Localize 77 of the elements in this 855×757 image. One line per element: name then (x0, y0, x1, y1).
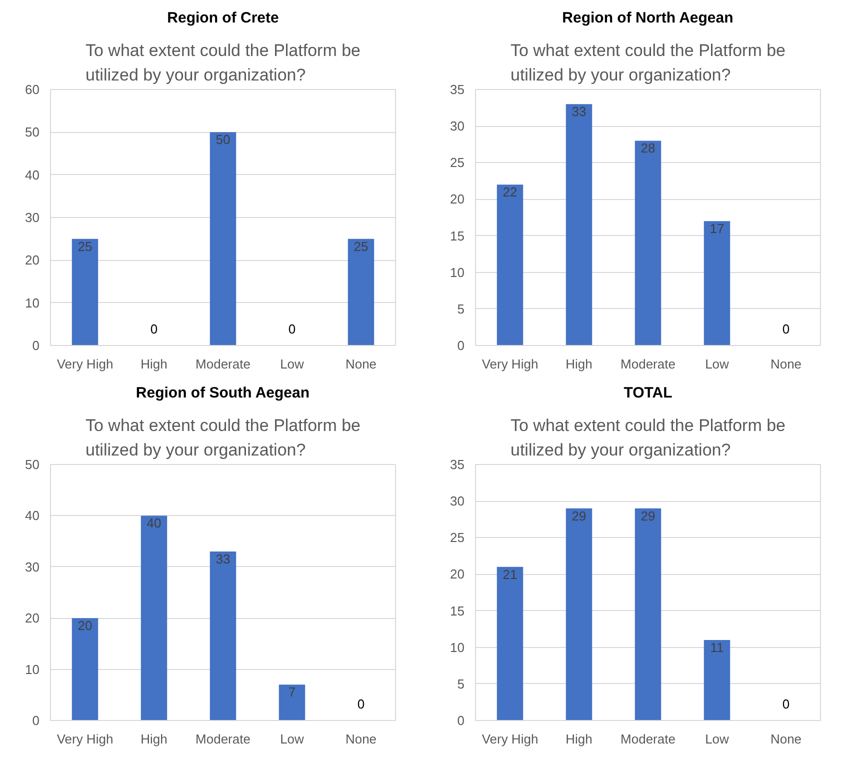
data-label: 33 (216, 552, 230, 567)
data-label: 0 (288, 322, 296, 336)
data-label: 29 (572, 508, 586, 524)
y-tick-label: 0 (457, 713, 465, 728)
y-tick-label: 0 (32, 713, 40, 728)
y-tick-label: 30 (25, 559, 40, 574)
y-tick-label: 20 (25, 610, 40, 626)
data-label: 0 (782, 696, 790, 712)
y-tick-label: 5 (457, 301, 465, 316)
data-label: 40 (146, 516, 162, 531)
data-label: 21 (502, 566, 518, 582)
x-tick-label: High (140, 356, 168, 372)
x-tick-label: Very High (482, 356, 538, 372)
chart-title: TOTAL (624, 384, 672, 402)
data-label: 20 (78, 618, 92, 634)
y-tick-label: 15 (450, 228, 465, 244)
y-tick-label: 10 (450, 640, 465, 655)
x-tick-label: Moderate (620, 732, 676, 746)
chart-title: Region of South Aegean (136, 384, 310, 402)
y-tick-label: 25 (450, 530, 465, 546)
x-tick-label: Low (705, 356, 730, 372)
y-tick-label: 5 (457, 676, 465, 692)
data-label: 7 (288, 684, 296, 700)
chart-subtitle: To what extent could the Platform be utilized by your organization? (510, 40, 786, 84)
y-tick-label: 0 (32, 338, 40, 353)
y-tick-label: 35 (450, 457, 465, 472)
y-tick-label: 50 (25, 124, 40, 140)
x-tick-label: Low (705, 732, 730, 746)
data-label: 0 (782, 322, 790, 336)
chart-title: Region of North Aegean (562, 10, 734, 26)
chart-subtitle: To what extent could the Platform be utilized by your organization? (86, 40, 361, 84)
x-tick-label: None (345, 356, 377, 372)
x-tick-label: High (566, 356, 592, 372)
data-label: 25 (354, 238, 368, 254)
y-tick-label: 50 (25, 457, 40, 472)
y-tick-label: 20 (450, 192, 465, 207)
data-label: 22 (502, 184, 518, 200)
data-label: 17 (710, 221, 724, 236)
y-tick-label: 60 (25, 82, 40, 97)
y-tick-label: 10 (25, 662, 40, 677)
y-tick-label: 40 (25, 508, 40, 524)
y-tick-label: 20 (25, 252, 40, 268)
chart-title: Region of Crete (167, 10, 279, 26)
y-tick-label: 30 (450, 494, 465, 509)
chart-subtitle: To what extent could the Platform be utilized by your organization? (86, 416, 361, 460)
data-label: 25 (78, 238, 92, 254)
x-tick-label: Low (280, 356, 305, 372)
x-tick-label: Very High (482, 732, 538, 746)
y-tick-label: 30 (25, 210, 40, 225)
x-tick-label: Very High (56, 732, 114, 746)
x-tick-label: Low (280, 732, 305, 746)
data-label: 0 (357, 696, 365, 712)
data-label: 28 (640, 140, 656, 156)
y-tick-label: 10 (450, 264, 465, 280)
data-label: 33 (572, 104, 586, 120)
data-label: 29 (640, 508, 656, 524)
y-tick-label: 20 (450, 566, 465, 582)
y-tick-label: 0 (457, 338, 465, 353)
x-tick-label: Moderate (196, 732, 250, 746)
x-tick-label: High (140, 732, 168, 746)
y-tick-label: 35 (450, 82, 465, 97)
y-tick-label: 25 (450, 155, 465, 170)
x-tick-label: None (345, 732, 377, 746)
data-label: 0 (150, 322, 158, 336)
x-tick-label: High (566, 732, 592, 746)
x-tick-label: None (770, 356, 802, 372)
y-tick-label: 40 (25, 167, 40, 182)
y-tick-label: 15 (450, 603, 465, 618)
x-tick-label: Very High (56, 356, 114, 372)
x-tick-label: None (770, 732, 802, 746)
y-tick-label: 30 (450, 118, 465, 134)
y-tick-label: 10 (25, 295, 40, 310)
data-label: 50 (216, 132, 230, 148)
chart-subtitle: To what extent could the Platform be utilized by your organization? (510, 416, 786, 460)
data-label: 11 (710, 640, 724, 656)
x-tick-label: Moderate (196, 356, 250, 372)
x-tick-label: Moderate (620, 356, 676, 372)
